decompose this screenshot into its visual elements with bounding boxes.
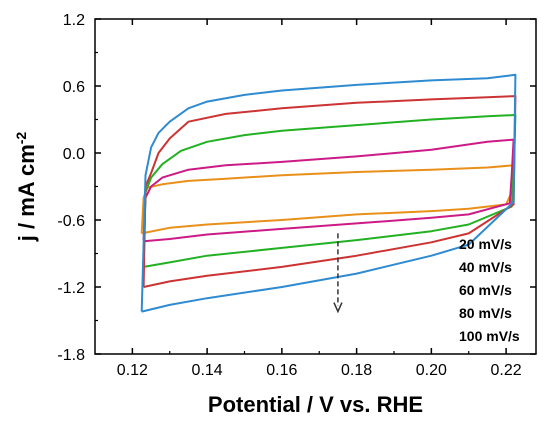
y-tick-label: -1.8 <box>57 347 85 364</box>
x-tick-label: 0.12 <box>117 362 148 379</box>
x-tick-label: 0.16 <box>266 362 297 379</box>
legend-label-1: 20 mV/s <box>459 236 512 252</box>
series-line-3 <box>142 114 517 268</box>
series-line-5 <box>140 73 517 313</box>
x-tick-label: 0.22 <box>491 362 522 379</box>
y-axis-title: j / mA cm-2 <box>13 132 39 243</box>
y-tick-label: 0.6 <box>63 79 85 96</box>
plot-area <box>140 73 517 314</box>
x-axis-title: Potential / V vs. RHE <box>208 392 423 417</box>
y-tick-label: -1.2 <box>57 280 85 297</box>
axes: 0.12 0.14 0.16 0.18 0.20 0.22 -1.8 -1.2 -0.6 0.0 0… <box>57 12 537 379</box>
legend-label-4: 80 mV/s <box>459 305 512 321</box>
y-tick-label: -0.6 <box>57 213 85 230</box>
legend: 20 mV/s 40 mV/s 60 mV/s 80 mV/s 100 mV/s <box>459 236 520 344</box>
x-tick-label: 0.14 <box>192 362 223 379</box>
series-line-4 <box>142 95 517 288</box>
legend-label-5: 100 mV/s <box>459 328 520 344</box>
series-line-2 <box>142 138 515 243</box>
x-tick-label: 0.20 <box>416 362 447 379</box>
y-axis-title-superscript: -2 <box>13 132 29 145</box>
legend-label-2: 40 mV/s <box>459 259 512 275</box>
x-tick-label: 0.18 <box>341 362 372 379</box>
y-tick-label: 0.0 <box>63 146 85 163</box>
plot-frame <box>94 18 537 355</box>
y-tick-label: 1.2 <box>63 12 85 29</box>
series-line-1 <box>140 164 515 235</box>
scan-rate-arrow-head <box>333 302 343 314</box>
y-axis-title-main: j / mA cm <box>14 144 39 242</box>
legend-label-3: 60 mV/s <box>459 282 512 298</box>
